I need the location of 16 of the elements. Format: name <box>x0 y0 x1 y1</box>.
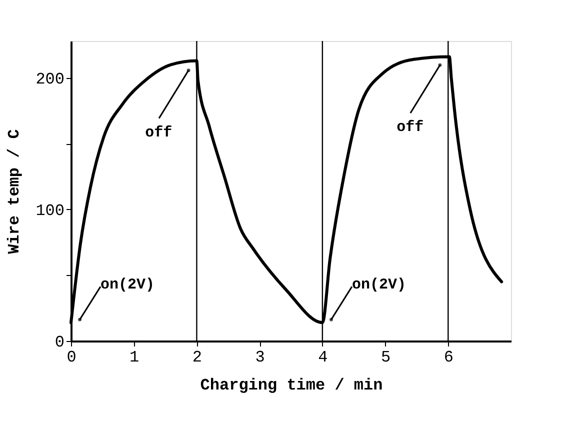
x-tick-label: 6 <box>444 348 454 366</box>
y-tick-label: 0 <box>54 334 64 352</box>
x-tick-label: 1 <box>130 348 140 366</box>
x-tick-label: 4 <box>318 348 328 366</box>
y-tick-label: 200 <box>36 70 64 88</box>
x-tick-label: 0 <box>66 348 76 366</box>
x-tick-label: 2 <box>192 348 202 366</box>
y-axis-title: Wire temp / C <box>6 128 24 254</box>
annotation: off <box>396 119 424 136</box>
y-tick-label: 100 <box>36 202 64 220</box>
x-tick-label: 5 <box>380 348 391 366</box>
annotation: off <box>145 124 172 142</box>
x-axis-title: Charging time / min <box>200 376 383 394</box>
annotation: on(2V) <box>352 276 406 294</box>
x-tick-label: 3 <box>255 348 265 366</box>
annotation: on(2V) <box>100 276 155 294</box>
